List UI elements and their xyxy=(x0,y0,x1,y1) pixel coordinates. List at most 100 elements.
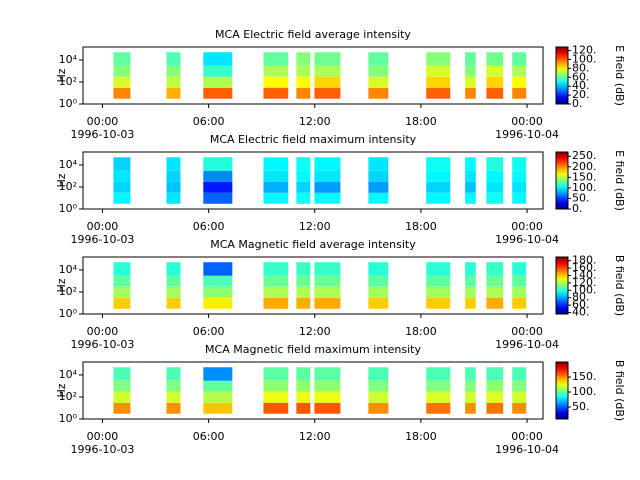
heatmap-cell xyxy=(486,380,504,392)
heatmap-cell xyxy=(368,87,389,99)
heatmap-cell xyxy=(203,367,233,381)
heatmap-cell xyxy=(426,391,451,403)
x-tick-label: 18:00 xyxy=(405,430,437,443)
colorbar-tick-label: 160. xyxy=(572,261,597,274)
heatmap-cell xyxy=(113,181,131,193)
heatmap-cell xyxy=(368,367,389,381)
heatmap-cell xyxy=(512,192,527,204)
heatmap-cell xyxy=(203,52,233,66)
heatmap-cell xyxy=(113,380,131,392)
colorbar-tick-label: 40. xyxy=(572,306,590,319)
heatmap-cell xyxy=(465,286,476,298)
x-tick-label: 00:00 xyxy=(87,325,119,338)
colorbar-tick-label: 50. xyxy=(572,400,590,413)
colorbar-tick-label: 150. xyxy=(572,170,597,183)
heatmap-cell xyxy=(263,367,289,381)
heatmap-cell xyxy=(263,76,289,88)
heatmap-cell xyxy=(296,170,311,182)
x-tick-label: 06:00 xyxy=(193,220,225,233)
colorbar-tick-label: 0. xyxy=(572,202,583,215)
heatmap-cell xyxy=(426,192,451,204)
heatmap-cell xyxy=(512,391,527,403)
heatmap-cell xyxy=(512,76,527,88)
heatmap-cell xyxy=(512,65,527,77)
heatmap-cell xyxy=(166,76,181,88)
heatmap-cell xyxy=(203,391,233,403)
heatmap-cell xyxy=(465,157,476,171)
heatmap-cell xyxy=(512,170,527,182)
heatmap-cell xyxy=(166,157,181,171)
x-tick-label: 00:00 xyxy=(87,430,119,443)
x-tick-label: 06:00 xyxy=(193,325,225,338)
colorbar-tick-label: 60. xyxy=(572,70,590,83)
heatmap-cell xyxy=(203,262,233,276)
heatmap-cell xyxy=(426,286,451,298)
heatmap-cell xyxy=(426,87,451,99)
heatmap-cell xyxy=(203,192,233,204)
heatmap-cell xyxy=(263,286,289,298)
heatmap-cell xyxy=(368,52,389,66)
heatmap-cell xyxy=(166,170,181,182)
heatmap-cell xyxy=(166,181,181,193)
heatmap-cell xyxy=(465,380,476,392)
heatmap-cell xyxy=(113,76,131,88)
y-tick-label: 10² xyxy=(59,75,77,88)
heatmap-cell xyxy=(296,380,311,392)
colorbar-tick-label: 20. xyxy=(572,88,590,101)
y-axis-label: Hz xyxy=(55,383,68,397)
heatmap-cell xyxy=(263,52,289,66)
x-tick-date: 1996-10-03 xyxy=(70,338,134,351)
heatmap-cell xyxy=(166,297,181,309)
heatmap-cell xyxy=(166,275,181,287)
x-tick-label: 00:00 xyxy=(87,115,119,128)
heatmap-cell xyxy=(314,297,341,309)
x-tick-label: 12:00 xyxy=(299,430,331,443)
heatmap-cell xyxy=(296,192,311,204)
axes-frame xyxy=(82,256,544,315)
heatmap-cell xyxy=(512,380,527,392)
heatmap-cell xyxy=(166,367,181,381)
heatmap-cell xyxy=(314,52,341,66)
colorbar-tick-label: 180. xyxy=(572,254,597,267)
heatmap-cell xyxy=(314,76,341,88)
heatmap-cell xyxy=(486,402,504,414)
heatmap-cell xyxy=(465,297,476,309)
heatmap-cell xyxy=(465,181,476,193)
x-tick-date: 1996-10-04 xyxy=(495,338,559,351)
colorbar-tick-label: 100. xyxy=(572,52,597,65)
colorbar-tick-label: 140. xyxy=(572,269,597,282)
heatmap-cell xyxy=(203,286,233,298)
heatmap-cell xyxy=(296,65,311,77)
heatmap-cell xyxy=(512,275,527,287)
heatmap-cell xyxy=(296,157,311,171)
heatmap-cell xyxy=(296,262,311,276)
heatmap-cell xyxy=(486,192,504,204)
heatmap-cell xyxy=(486,181,504,193)
heatmap-cell xyxy=(203,170,233,182)
heatmap-cell xyxy=(263,157,289,171)
panel-title: MCA Electric field maximum intensity xyxy=(210,133,417,146)
colorbar-tick-label: 100. xyxy=(572,385,597,398)
colorbar-tick-label: 80. xyxy=(572,61,590,74)
heatmap-cell xyxy=(203,402,233,414)
heatmap-cell xyxy=(314,286,341,298)
heatmap-cell xyxy=(486,391,504,403)
colorbar-tick-label: 100. xyxy=(572,181,597,194)
x-tick-label: 12:00 xyxy=(299,220,331,233)
colorbar-tick-label: 150. xyxy=(572,370,597,383)
heatmap-cell xyxy=(368,65,389,77)
heatmap-cell xyxy=(113,65,131,77)
heatmap-cell xyxy=(166,52,181,66)
colorbar xyxy=(555,361,569,420)
heatmap-cell xyxy=(263,275,289,287)
heatmap-cell xyxy=(426,367,451,381)
heatmap-cell xyxy=(263,380,289,392)
heatmap-cell xyxy=(203,157,233,171)
heatmap-cell xyxy=(465,87,476,99)
heatmap-cell xyxy=(263,170,289,182)
heatmap-cell xyxy=(263,297,289,309)
heatmap-cell xyxy=(296,87,311,99)
heatmap-cell xyxy=(465,275,476,287)
heatmap-cell xyxy=(263,402,289,414)
